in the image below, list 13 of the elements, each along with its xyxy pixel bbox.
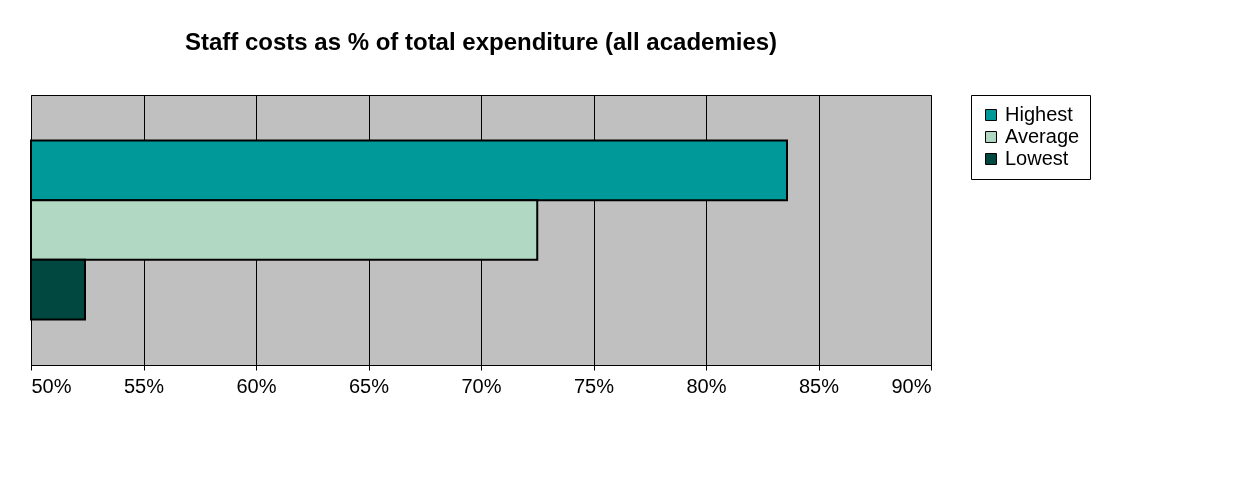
legend-label: Average — [1005, 125, 1080, 147]
x-tick-label: 55% — [123, 374, 165, 397]
x-tick-label: 80% — [686, 374, 727, 397]
chart-title: Staff costs as % of total expenditure (all academies) — [184, 27, 778, 55]
x-tick-label: 70% — [461, 374, 502, 397]
x-tick-label: 85% — [798, 374, 840, 397]
legend-label: Lowest — [1005, 147, 1069, 169]
x-tick-label: 60% — [236, 374, 277, 397]
x-tick-label: 75% — [573, 374, 615, 397]
x-tick-label: 65% — [348, 374, 390, 397]
x-tick-label: 50% — [31, 374, 72, 397]
x-tick-label: 90% — [891, 374, 932, 397]
legend-label: Highest — [1005, 103, 1074, 125]
